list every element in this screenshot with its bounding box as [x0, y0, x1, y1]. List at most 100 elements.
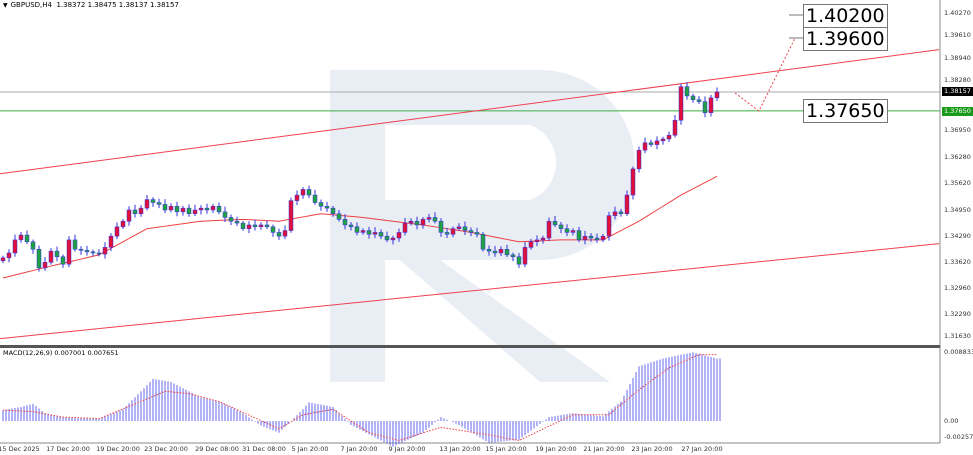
candle-body [528, 241, 534, 248]
chart-frame [0, 0, 941, 444]
candle-body [684, 86, 690, 97]
candle-body [312, 194, 318, 203]
candle-body [420, 219, 426, 226]
candle-body [456, 226, 462, 229]
candle-body [342, 219, 348, 226]
candle-body [558, 224, 564, 229]
candle-body [132, 209, 138, 214]
candle-body [54, 250, 60, 257]
broker-logo-watermark [330, 70, 635, 382]
candle-body [606, 215, 612, 237]
price-tick: 1.34290 [944, 232, 971, 240]
candle-body [240, 222, 246, 229]
candle-body [504, 248, 510, 256]
price-tick: 1.32290 [944, 310, 971, 318]
channel-trendline [0, 49, 940, 175]
price-tick: 1.33620 [944, 258, 971, 266]
candle-body [426, 217, 432, 220]
candle-body [678, 86, 684, 121]
candle-body [336, 213, 342, 220]
candle-body [306, 189, 312, 196]
candle-body [6, 252, 12, 259]
price-tick: 1.32960 [944, 284, 971, 292]
date-tick: 5 Jan 20:00 [291, 445, 329, 453]
forecast-path [734, 37, 796, 112]
candle-body [396, 232, 402, 239]
candle-body [462, 226, 468, 231]
date-tick: 7 Jan 20:00 [340, 445, 378, 453]
candle-body [582, 235, 588, 241]
candle-body [492, 250, 498, 254]
candle-body [402, 222, 408, 233]
candle-body [498, 248, 504, 254]
candle-body [228, 217, 234, 222]
macd-tick: 0.00 [944, 417, 959, 425]
candle-body [612, 211, 618, 216]
date-tick: 23 Jan 20:00 [631, 445, 673, 453]
date-tick: 15 Jan 20:00 [485, 445, 527, 453]
candle-body [204, 207, 210, 211]
candle-body [192, 209, 198, 214]
candle-body [198, 207, 204, 211]
price-tick: 1.34950 [944, 206, 971, 214]
candle-body [264, 224, 270, 228]
date-tick: 17 Dec 20:00 [46, 445, 90, 453]
candle-body [90, 251, 96, 254]
candle-body [546, 220, 552, 239]
candle-body [120, 220, 126, 228]
candle-body [48, 250, 54, 263]
macd-signal-line [2, 354, 717, 442]
candle-body [258, 224, 264, 228]
macd-tick: 0.008833 [944, 348, 973, 356]
candle-body [552, 220, 558, 226]
candle-body [108, 235, 114, 248]
dropdown-triangle-icon[interactable]: ▼ [3, 2, 8, 9]
candle-body [630, 168, 636, 196]
candle-body [384, 235, 390, 241]
date-tick: 13 Jan 20:00 [439, 445, 481, 453]
candle-body [222, 211, 228, 218]
candle-body [348, 224, 354, 228]
candle-body [84, 250, 90, 253]
candle-body [648, 142, 654, 145]
date-tick: 15 Dec 2025 [0, 445, 40, 453]
candle-body [216, 206, 222, 213]
price-tick: 1.36950 [944, 126, 971, 134]
candle-body [318, 202, 324, 207]
candle-body [168, 206, 174, 211]
candle-body [702, 101, 708, 114]
support-label: 1.37650 [803, 99, 888, 123]
support-price-tag: 1.37650 [942, 107, 973, 116]
candle-body [624, 194, 630, 214]
candle-body [570, 230, 576, 233]
price-tick: 1.40270 [944, 9, 971, 17]
price-tick: 1.31630 [944, 332, 971, 340]
candle-body [408, 220, 414, 224]
candle-body [360, 230, 366, 233]
candle-body [378, 232, 384, 237]
candle-body [0, 257, 6, 262]
candle-body [372, 232, 378, 235]
candle-body [24, 234, 30, 243]
candle-body [96, 252, 102, 255]
target-label-1: 1.40200 [803, 4, 888, 28]
candle-body [690, 95, 696, 100]
candle-body [114, 226, 120, 237]
candle-body [150, 199, 156, 203]
symbol-name: GBPUSD,H4 [10, 1, 52, 9]
price-tick: 1.39610 [944, 31, 971, 39]
candle-body [72, 239, 78, 250]
candle-body [36, 248, 42, 269]
candle-body [126, 209, 132, 222]
candle-body [468, 230, 474, 233]
candle-body [288, 200, 294, 231]
candle-body [186, 207, 192, 214]
candle-body [510, 254, 516, 257]
candle-body [102, 247, 108, 255]
candle-body [642, 142, 648, 151]
candle-body [366, 230, 372, 235]
candle-body [480, 234, 486, 250]
date-tick: 23 Dec 20:00 [144, 445, 188, 453]
candle-body [252, 224, 258, 228]
